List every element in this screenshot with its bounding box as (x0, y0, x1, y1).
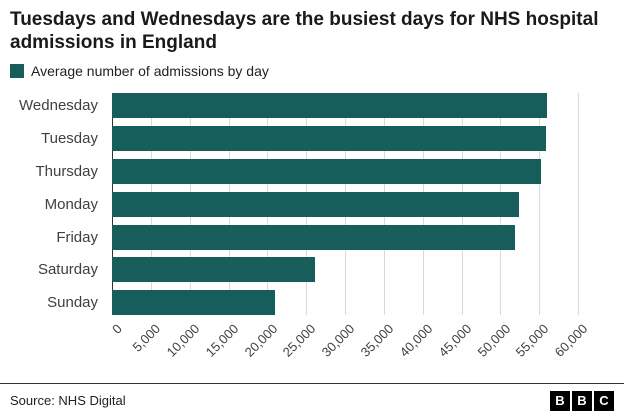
x-tick-label: 50,000 (474, 321, 513, 361)
x-tick-label: 10,000 (163, 321, 203, 361)
bbc-logo-block: B (572, 390, 592, 411)
bar-friday (112, 224, 516, 250)
x-tick-label: 15,000 (202, 321, 242, 361)
x-tick-label: 45,000 (435, 321, 475, 361)
bar-track (112, 290, 578, 316)
category-label: Sunday (47, 294, 98, 312)
x-tick-label: 25,000 (280, 321, 319, 361)
chart-legend: Average number of admissions by day (10, 63, 614, 79)
category-label: Tuesday (41, 130, 98, 148)
bbc-logo-block: C (594, 390, 614, 411)
footer-divider (0, 383, 624, 384)
legend-label: Average number of admissions by day (31, 63, 269, 80)
bar-monday (112, 191, 519, 217)
x-axis-ticks: 0 5,000 10,000 15,000 20,000 25,000 30,000 35,0… (108, 315, 591, 373)
chart-title: Tuesdays and Wednesdays are the busiest … (10, 9, 599, 54)
gridline (578, 93, 579, 316)
chart-bars-area: Wednesday Tuesday Thursday Monday Friday Satu… (10, 93, 578, 316)
bar-row: Monday (10, 191, 578, 217)
category-label: Friday (56, 228, 98, 246)
bar-chart: Wednesday Tuesday Thursday Monday Friday Satu… (10, 93, 614, 316)
category-label: Thursday (35, 163, 98, 180)
bar-row: Tuesday (10, 126, 578, 152)
bar-track (112, 126, 578, 152)
bar-wednesday (112, 93, 547, 119)
x-tick-label: 60,000 (551, 321, 591, 361)
x-tick-label: 0 (108, 321, 125, 338)
bar-track (112, 159, 578, 184)
bar-row: Saturday (10, 257, 578, 283)
source-text: Source: NHS Digital (10, 393, 126, 408)
bar-row: Sunday (10, 290, 578, 316)
category-label: Wednesday (19, 97, 98, 115)
bar-track (112, 93, 578, 119)
category-label: Saturday (37, 261, 98, 279)
gridline (539, 93, 541, 316)
bar-tuesday (112, 126, 547, 152)
legend-swatch-icon (10, 64, 24, 79)
bar-track (112, 257, 578, 283)
bar-track (112, 224, 578, 250)
bar-sunday (112, 290, 276, 316)
bar-thursday (112, 159, 542, 184)
x-tick-label: 40,000 (396, 321, 436, 361)
x-tick-label: 5,000 (129, 321, 164, 355)
bar-row: Friday (10, 224, 578, 250)
bar-row: Wednesday (10, 93, 578, 119)
bar-row: Thursday (10, 159, 578, 184)
bar-saturday (112, 257, 315, 283)
x-tick-label: 55,000 (513, 321, 552, 361)
x-tick-label: 35,000 (357, 321, 397, 361)
category-label: Monday (44, 195, 98, 213)
bar-track (112, 191, 578, 217)
x-tick-label: 30,000 (318, 321, 358, 361)
bbc-logo-block: B (550, 390, 570, 411)
x-tick-label: 20,000 (241, 321, 280, 361)
